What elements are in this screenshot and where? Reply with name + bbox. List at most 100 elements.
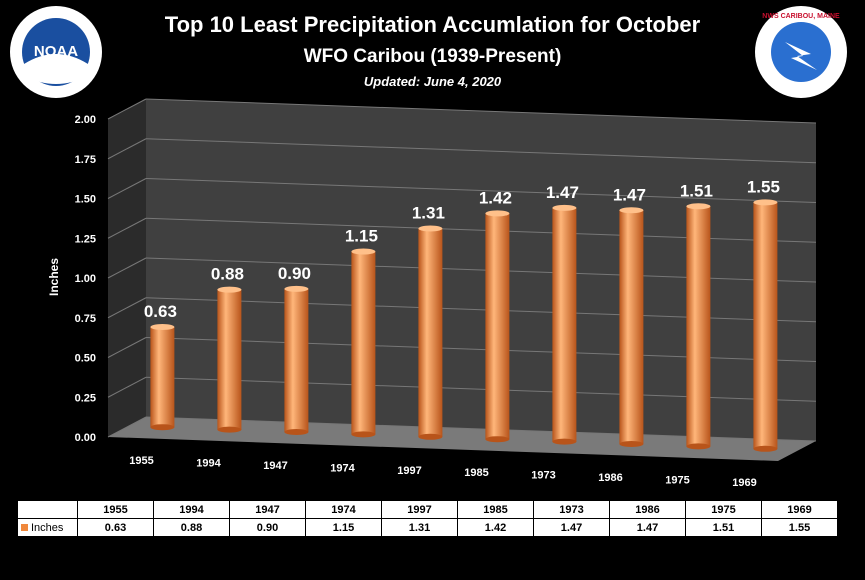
- bar-top: [217, 286, 242, 293]
- data-label: 0.63: [144, 302, 177, 321]
- y-tick-label: 2.00: [75, 114, 96, 126]
- bar-top: [753, 199, 778, 206]
- x-tick-label: 1973: [531, 470, 555, 482]
- chart-title: Top 10 Least Precipitation Accumlation f…: [164, 12, 701, 37]
- y-tick-label: 1.50: [75, 194, 96, 206]
- gridline-side: [107, 416, 147, 438]
- bar: [686, 203, 711, 450]
- table-header-cell: 1973: [533, 500, 610, 519]
- bar: [619, 207, 644, 447]
- y-tick-label: 1.75: [75, 154, 96, 166]
- table-value-cell: 1.31: [381, 518, 458, 537]
- table-header-cell: 1974: [305, 500, 382, 519]
- bar: [418, 225, 443, 440]
- noaa-logo-text: NOAA: [34, 43, 78, 60]
- bar-top: [485, 210, 510, 217]
- bar-base: [552, 438, 577, 445]
- bar-body: [619, 210, 644, 444]
- bar-top: [418, 225, 443, 232]
- data-label: 1.47: [546, 183, 579, 202]
- nws-logo: NWS CARIBOU, MAINE: [755, 6, 847, 98]
- table-header-cell: 1994: [153, 500, 230, 519]
- x-tick-label: 1955: [129, 455, 153, 467]
- y-tick-label: 0.75: [75, 313, 96, 325]
- table-value-cell: 1.47: [533, 518, 610, 537]
- bar: [753, 199, 778, 452]
- y-tick-label: 0.00: [75, 432, 96, 444]
- bar-body: [284, 288, 309, 432]
- table-row-label-text: Inches: [31, 521, 64, 534]
- gridline-side: [107, 178, 147, 199]
- bar: [150, 324, 175, 431]
- gridline-side: [107, 337, 147, 358]
- bar-chart: 0.00 0.25 0.50 0.75 1.00 1.25 1.50 1.75 2.00 0.6…: [47, 98, 817, 489]
- gridline-side: [107, 138, 147, 160]
- data-table: 1955 1994 1947 1974 1997 1985 1973 1986 1975 1969…: [17, 500, 838, 537]
- y-tick-label: 1.25: [75, 233, 96, 245]
- bar-body: [217, 289, 242, 430]
- bar-body: [753, 202, 778, 449]
- bar-base: [217, 426, 242, 433]
- y-tick-label: 0.50: [75, 353, 96, 365]
- data-label: 1.31: [412, 204, 445, 223]
- bar: [552, 204, 577, 445]
- table-value-cell: 1.15: [305, 518, 382, 537]
- bar-base: [753, 445, 778, 452]
- bar: [284, 285, 309, 435]
- gridline: [145, 178, 817, 203]
- y-tick-label: 1.00: [75, 273, 96, 285]
- chart-subtitle: WFO Caribou (1939-Present): [303, 46, 562, 67]
- table-header-cell: 1955: [77, 500, 154, 519]
- gridline-side: [107, 376, 147, 398]
- x-tick-label: 1969: [732, 477, 756, 489]
- data-label: 1.15: [345, 227, 378, 246]
- bar-base: [150, 424, 175, 431]
- x-tick-label: 1986: [598, 472, 622, 484]
- bar-body: [351, 251, 376, 435]
- data-label: 0.90: [278, 264, 311, 283]
- gridline-side: [107, 98, 147, 120]
- table-value-cell: 0.88: [153, 518, 230, 537]
- bar-base: [485, 436, 510, 443]
- bar-top: [686, 203, 711, 210]
- gridline-side: [107, 297, 147, 319]
- x-tick-label: 1975: [665, 474, 689, 486]
- gridline: [145, 138, 817, 164]
- noaa-logo: NOAA: [10, 6, 102, 98]
- updated-date: Updated: June 4, 2020: [363, 74, 502, 89]
- x-tick-label: 1947: [263, 460, 287, 472]
- bar-base: [418, 433, 443, 440]
- table-header-cell: 1975: [685, 500, 762, 519]
- table-header-row: 1955 1994 1947 1974 1997 1985 1973 1986 1975 1969: [17, 500, 838, 519]
- table-value-cell: 0.90: [229, 518, 306, 537]
- data-label: 0.88: [211, 265, 244, 284]
- data-label: 1.42: [479, 188, 512, 207]
- data-label: 1.55: [747, 177, 780, 196]
- table-value-cell: 0.63: [77, 518, 154, 537]
- bar-base: [619, 441, 644, 447]
- bar-top: [351, 248, 376, 255]
- table-row-label: Inches: [17, 518, 78, 537]
- x-tick-label: 1997: [397, 465, 421, 477]
- bar: [351, 248, 376, 438]
- data-label: 1.51: [680, 181, 713, 200]
- bar-body: [150, 327, 175, 428]
- y-tick-label: 0.25: [75, 392, 96, 404]
- table-value-cell: 1.47: [609, 518, 686, 537]
- bar-top: [284, 285, 309, 292]
- bar-base: [351, 431, 376, 438]
- bar-body: [686, 206, 711, 447]
- bar-base: [284, 429, 309, 435]
- x-tick-label: 1985: [464, 467, 488, 479]
- gridline: [145, 98, 817, 124]
- gridline-side: [107, 257, 147, 279]
- bar-body: [485, 213, 510, 440]
- bar-top: [619, 207, 644, 214]
- gridline-side: [107, 217, 147, 239]
- table-header-cell: 1969: [761, 500, 838, 519]
- table-corner: [17, 500, 78, 519]
- x-tick-label: 1994: [196, 458, 221, 470]
- table-value-cell: 1.55: [761, 518, 838, 537]
- table-data-row: Inches 0.63 0.88 0.90 1.15 1.31 1.42 1.47 1.47 1…: [17, 518, 838, 537]
- x-tick-label: 1974: [330, 462, 355, 474]
